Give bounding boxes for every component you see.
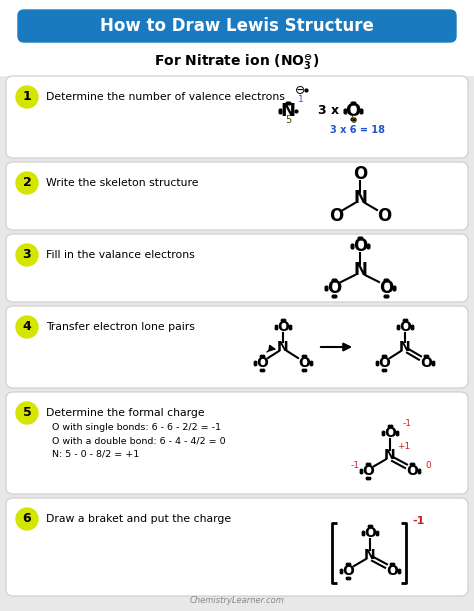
- Text: O: O: [298, 356, 310, 370]
- Text: O: O: [386, 564, 398, 578]
- Text: O: O: [327, 279, 341, 297]
- Text: N: 5 - 0 - 8/2 = +1: N: 5 - 0 - 8/2 = +1: [52, 450, 139, 458]
- FancyBboxPatch shape: [18, 10, 456, 42]
- Circle shape: [16, 402, 38, 424]
- Text: Fill in the valance electrons: Fill in the valance electrons: [46, 250, 195, 260]
- Text: O: O: [277, 320, 289, 334]
- Text: +1: +1: [397, 442, 410, 451]
- Text: -1: -1: [351, 461, 360, 470]
- Text: O: O: [353, 165, 367, 183]
- Text: 5: 5: [23, 406, 31, 420]
- Circle shape: [16, 244, 38, 266]
- Text: O with a double bond: 6 - 4 - 4/2 = 0: O with a double bond: 6 - 4 - 4/2 = 0: [52, 436, 226, 445]
- Circle shape: [16, 508, 38, 530]
- FancyBboxPatch shape: [6, 234, 468, 302]
- Text: 3: 3: [23, 249, 31, 262]
- Text: N: N: [277, 340, 289, 354]
- Text: O with single bonds: 6 - 6 - 2/2 = -1: O with single bonds: 6 - 6 - 2/2 = -1: [52, 423, 221, 433]
- Text: 6: 6: [23, 513, 31, 525]
- Text: 6: 6: [350, 115, 356, 125]
- Text: O: O: [406, 464, 418, 478]
- Text: 1: 1: [298, 95, 304, 104]
- FancyBboxPatch shape: [6, 162, 468, 230]
- Text: O: O: [378, 356, 390, 370]
- Circle shape: [16, 86, 38, 108]
- Text: O: O: [342, 564, 354, 578]
- Text: ChemistryLearner.com: ChemistryLearner.com: [190, 596, 284, 605]
- Text: 1: 1: [23, 90, 31, 103]
- FancyBboxPatch shape: [6, 498, 468, 596]
- Text: O: O: [420, 356, 432, 370]
- Text: N: N: [353, 261, 367, 279]
- Text: 4: 4: [23, 321, 31, 334]
- FancyBboxPatch shape: [6, 392, 468, 494]
- Text: N: N: [364, 548, 376, 562]
- Text: O: O: [377, 207, 391, 225]
- Text: N: N: [281, 102, 295, 120]
- Text: -1: -1: [403, 419, 412, 428]
- Text: O: O: [256, 356, 268, 370]
- FancyBboxPatch shape: [6, 306, 468, 388]
- Text: Write the skeleton structure: Write the skeleton structure: [46, 178, 199, 188]
- Text: 2: 2: [23, 177, 31, 189]
- Text: O: O: [384, 426, 396, 441]
- Text: How to Draw Lewis Structure: How to Draw Lewis Structure: [100, 17, 374, 35]
- Text: O: O: [399, 320, 411, 334]
- Text: O: O: [329, 207, 343, 225]
- Text: Draw a braket and put the charge: Draw a braket and put the charge: [46, 514, 231, 524]
- Text: 3 x: 3 x: [319, 104, 339, 117]
- Text: N: N: [399, 340, 411, 354]
- Circle shape: [16, 316, 38, 338]
- Text: -1: -1: [412, 516, 424, 526]
- Text: 5: 5: [285, 115, 291, 125]
- FancyBboxPatch shape: [6, 76, 468, 158]
- Text: N: N: [353, 189, 367, 207]
- Text: N: N: [384, 448, 396, 463]
- Text: O: O: [353, 237, 367, 255]
- Text: 0: 0: [425, 461, 431, 470]
- Text: Determine the formal charge: Determine the formal charge: [46, 408, 205, 418]
- Text: Transfer electron lone pairs: Transfer electron lone pairs: [46, 322, 195, 332]
- Text: ⊖: ⊖: [295, 84, 305, 98]
- Text: 3 x 6 = 18: 3 x 6 = 18: [330, 125, 385, 135]
- Text: O: O: [346, 102, 361, 120]
- Text: O: O: [362, 464, 374, 478]
- Text: O: O: [364, 526, 376, 540]
- Text: For Nitrate ion ($\mathbf{NO_3^{\ominus}}$): For Nitrate ion ($\mathbf{NO_3^{\ominus}…: [155, 52, 319, 72]
- Text: Determine the number of valence electrons: Determine the number of valence electron…: [46, 92, 285, 102]
- Circle shape: [16, 172, 38, 194]
- Text: O: O: [379, 279, 393, 297]
